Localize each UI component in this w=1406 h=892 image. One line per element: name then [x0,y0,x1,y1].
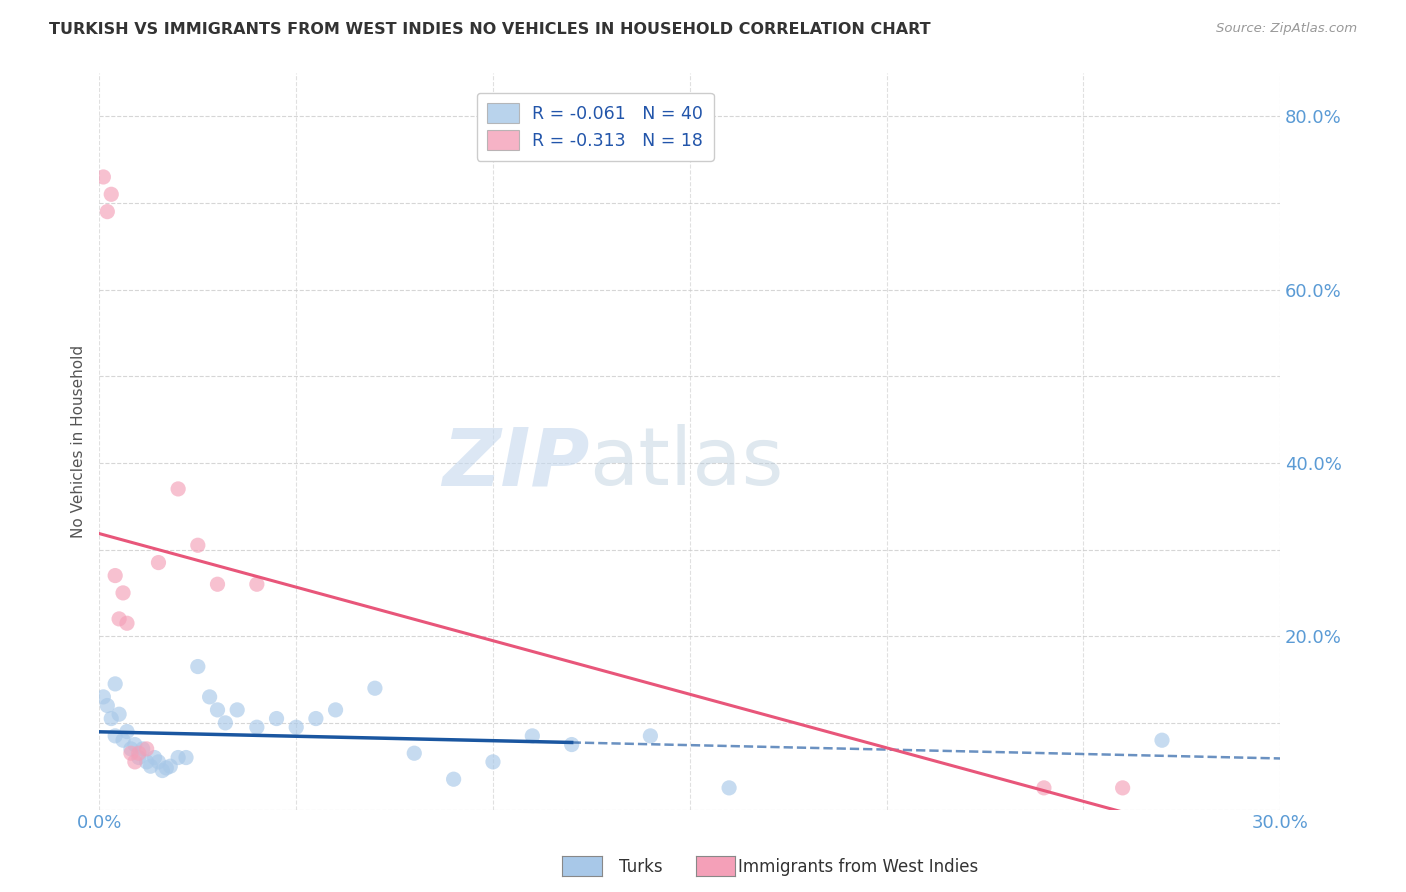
Point [152,764,174,778]
Point [104,568,127,582]
Point [155,761,177,775]
Point [285,720,308,734]
Point [207,577,229,591]
Point [443,772,465,787]
Point [96,204,118,219]
Legend: R = -0.061   N = 40, R = -0.313   N = 18: R = -0.061 N = 40, R = -0.313 N = 18 [477,93,714,161]
Point [93,690,115,704]
Point [115,724,138,739]
Point [120,742,142,756]
Point [135,742,157,756]
Point [143,750,166,764]
Point [93,169,115,184]
Point [198,690,221,704]
Point [522,729,544,743]
Point [404,746,426,760]
Text: Immigrants from West Indies: Immigrants from West Indies [738,858,979,876]
Text: ZIP: ZIP [441,425,589,502]
Point [135,755,157,769]
Point [305,712,328,726]
Point [108,612,131,626]
Text: Turks: Turks [619,858,662,876]
Point [187,659,209,673]
Point [148,556,170,570]
Point [718,780,741,795]
Point [159,759,181,773]
Point [108,707,131,722]
Point [96,698,118,713]
Point [640,729,662,743]
Point [174,750,197,764]
Point [364,681,387,696]
Point [100,187,122,202]
Point [207,703,229,717]
Point [148,755,170,769]
Point [226,703,249,717]
Point [128,746,150,760]
Point [482,755,505,769]
Point [325,703,347,717]
Point [1150,733,1173,747]
Text: atlas: atlas [589,425,783,502]
Point [561,738,583,752]
Text: Source: ZipAtlas.com: Source: ZipAtlas.com [1216,22,1357,36]
Point [1111,780,1133,795]
Point [139,759,162,773]
Y-axis label: No Vehicles in Household: No Vehicles in Household [72,344,86,538]
Point [104,729,127,743]
Point [1032,780,1054,795]
Point [167,482,190,496]
Point [112,733,135,747]
Point [104,677,127,691]
Point [167,750,190,764]
Point [214,715,236,730]
Point [128,750,150,764]
Point [112,586,135,600]
Point [246,577,269,591]
Text: TURKISH VS IMMIGRANTS FROM WEST INDIES NO VEHICLES IN HOUSEHOLD CORRELATION CHAR: TURKISH VS IMMIGRANTS FROM WEST INDIES N… [49,22,931,37]
Point [187,538,209,552]
Point [266,712,288,726]
Point [124,755,146,769]
Point [115,616,138,631]
Point [100,712,122,726]
Point [120,746,142,760]
Point [246,720,269,734]
Point [124,738,146,752]
Point [132,742,155,756]
